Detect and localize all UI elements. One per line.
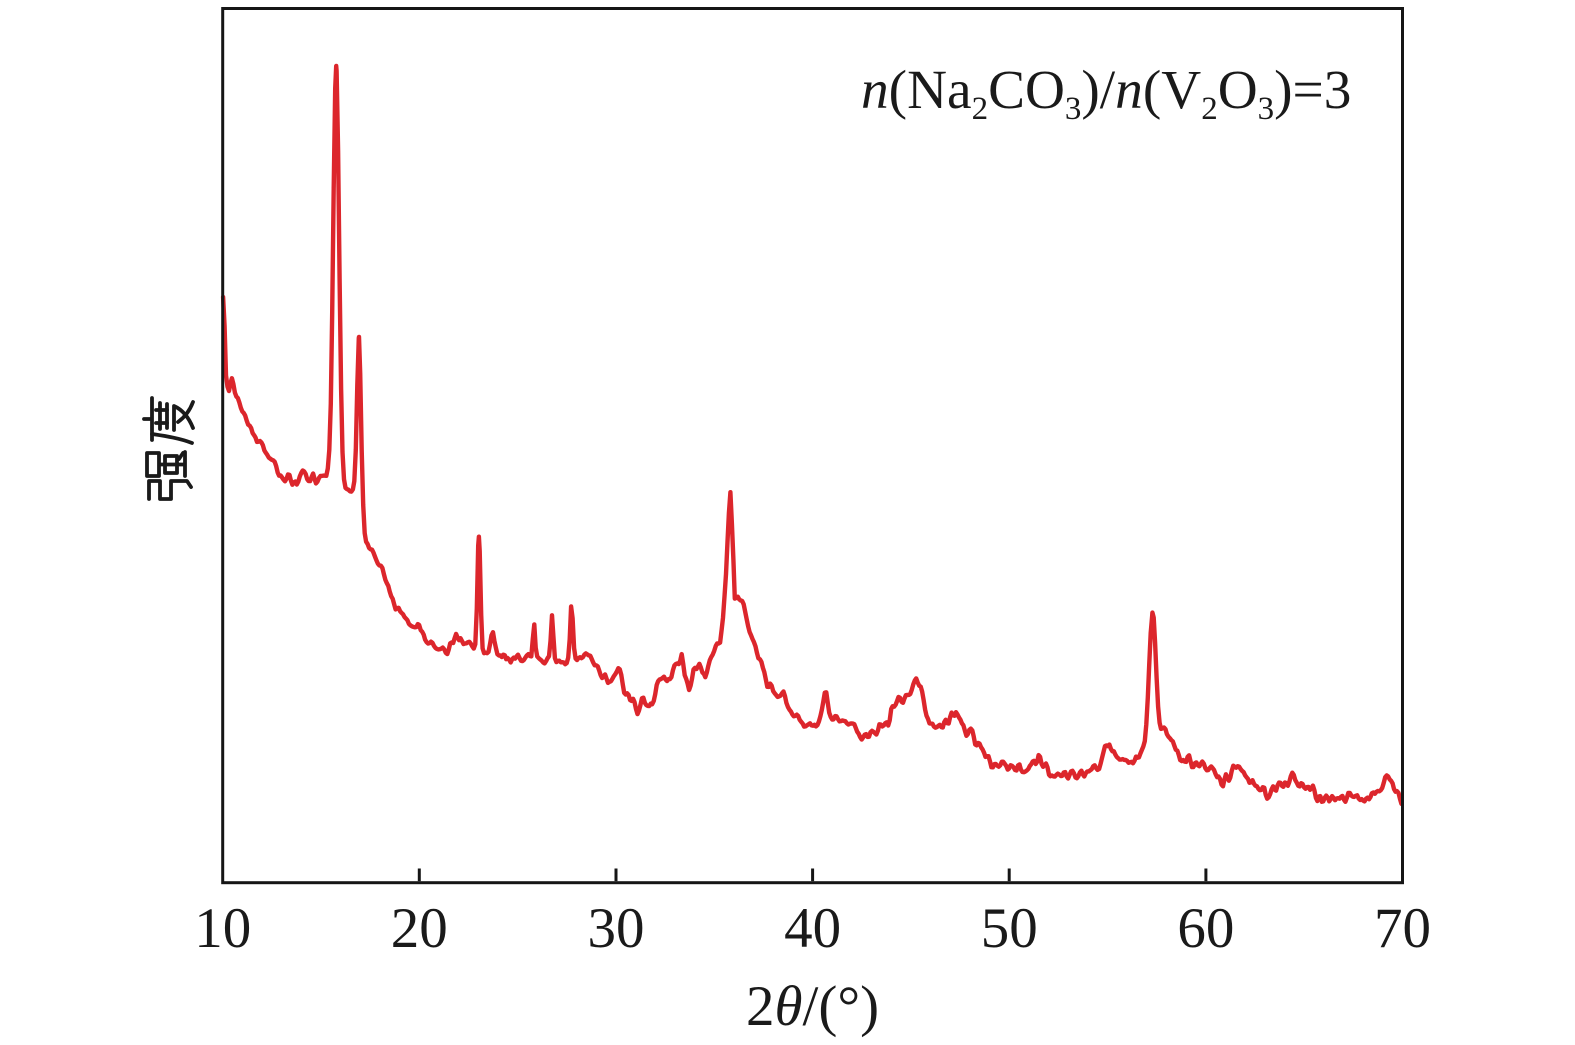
svg-text:10: 10 (194, 897, 251, 960)
svg-text:20: 20 (391, 897, 448, 960)
svg-text:50: 50 (981, 897, 1038, 960)
svg-text:40: 40 (784, 897, 841, 960)
svg-text:30: 30 (588, 897, 645, 960)
svg-text:2θ/(°): 2θ/(°) (746, 975, 879, 1038)
svg-text:70: 70 (1374, 897, 1431, 960)
svg-text:60: 60 (1177, 897, 1234, 960)
svg-text:n(Na2CO3)/n(V2O3)=3: n(Na2CO3)/n(V2O3)=3 (861, 59, 1351, 127)
